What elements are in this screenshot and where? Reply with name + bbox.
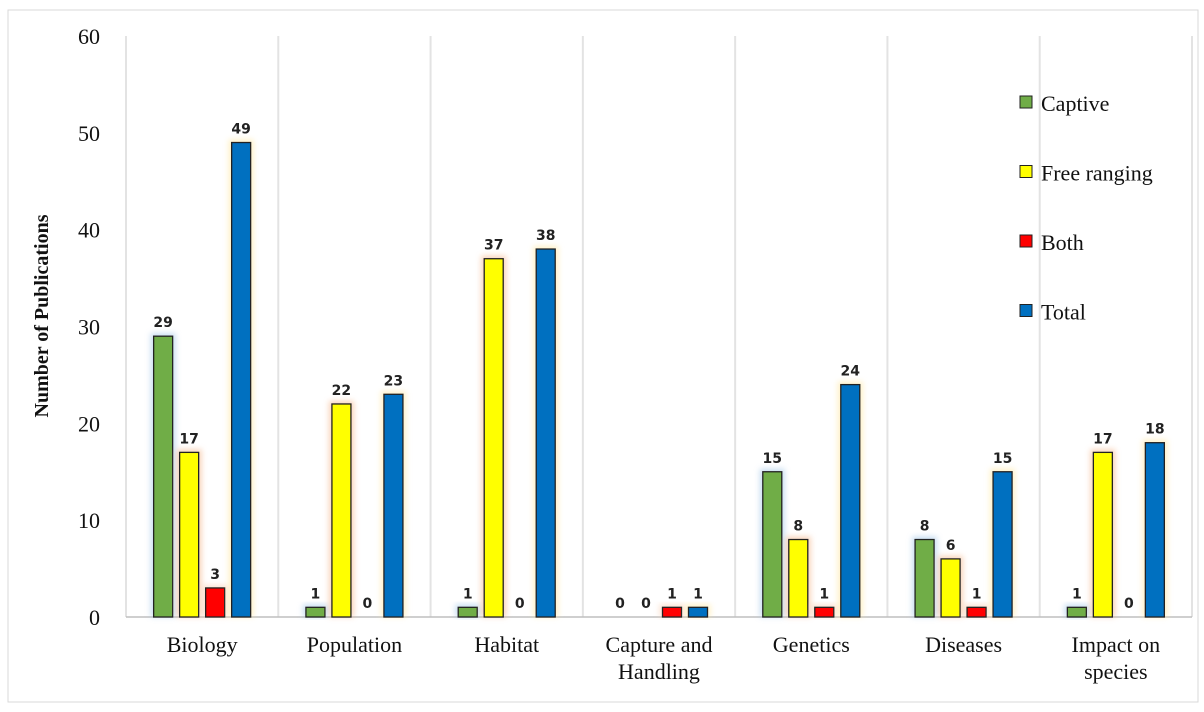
legend-swatch	[1019, 304, 1033, 317]
data-label: 0	[1124, 596, 1134, 612]
data-label: 17	[179, 431, 198, 447]
bar	[305, 606, 326, 618]
bar	[1144, 442, 1166, 618]
data-label: 6	[946, 538, 956, 554]
data-label: 24	[841, 364, 861, 380]
y-axis-title: Number of Publications	[31, 214, 53, 417]
y-tick-label: 0	[89, 605, 100, 630]
data-label: 38	[536, 228, 555, 244]
x-tick-label: Diseases	[925, 632, 1002, 657]
data-label: 37	[484, 238, 503, 254]
data-label: 1	[819, 586, 829, 602]
bar	[178, 451, 200, 618]
data-label: 0	[615, 596, 625, 612]
bar	[940, 558, 961, 618]
data-label: 15	[763, 451, 782, 467]
data-label: 1	[972, 586, 982, 602]
y-tick-label: 60	[78, 24, 100, 49]
bar	[152, 335, 174, 618]
bar	[661, 606, 683, 618]
data-label: 3	[210, 567, 220, 583]
y-tick-label: 50	[78, 121, 100, 146]
x-tick-label: Genetics	[773, 632, 850, 657]
bar	[914, 538, 935, 618]
data-label: 1	[1072, 586, 1082, 602]
legend-swatch	[1019, 95, 1033, 109]
bar	[1092, 451, 1114, 618]
x-tick-label: Habitat	[474, 632, 539, 657]
bar	[383, 393, 404, 618]
legend-swatch	[1019, 234, 1033, 248]
bar	[966, 606, 987, 618]
bar	[840, 383, 861, 618]
data-label: 0	[641, 596, 651, 612]
bar	[1066, 606, 1088, 618]
data-label: 8	[793, 519, 803, 535]
x-tick-label: Biology	[167, 632, 238, 657]
data-label: 1	[667, 586, 677, 602]
data-label: 23	[384, 373, 403, 389]
bar	[762, 471, 783, 618]
data-label: 1	[463, 586, 473, 602]
y-tick-label: 20	[78, 411, 100, 436]
bar	[687, 606, 709, 618]
data-label: 17	[1093, 431, 1112, 447]
bar	[483, 258, 504, 618]
data-label: 22	[332, 383, 351, 399]
legend-label: Free ranging	[1041, 161, 1153, 186]
data-label: 8	[920, 519, 930, 535]
bar	[204, 587, 226, 618]
bar	[331, 403, 352, 618]
data-label: 15	[993, 451, 1012, 467]
data-label: 1	[311, 586, 321, 602]
legend-label: Captive	[1041, 91, 1109, 116]
data-label: 18	[1145, 422, 1164, 438]
bar	[788, 538, 809, 618]
y-tick-label: 30	[78, 315, 100, 340]
data-label: 49	[231, 122, 250, 138]
data-label: 1	[693, 586, 703, 602]
data-label: 29	[153, 315, 172, 331]
bar-layer	[150, 139, 1168, 618]
y-tick-label: 10	[78, 508, 100, 533]
x-tick-label: Population	[307, 632, 402, 657]
x-tick-label: Impact on species	[1072, 632, 1161, 684]
grid-layer	[125, 36, 1193, 617]
bar	[992, 471, 1013, 618]
bar	[814, 606, 835, 618]
bar	[457, 606, 478, 618]
y-tick-label: 40	[78, 218, 100, 243]
bar	[535, 248, 556, 618]
bar	[230, 141, 252, 618]
x-tick-label: Capture and Handling	[606, 632, 713, 684]
data-label: 0	[515, 596, 525, 612]
legend: Captive Free ranging Both Total	[1019, 91, 1153, 325]
data-label: 0	[363, 596, 373, 612]
legend-swatch	[1019, 165, 1033, 178]
legend-label: Both	[1041, 230, 1084, 255]
legend-label: Total	[1041, 300, 1086, 325]
